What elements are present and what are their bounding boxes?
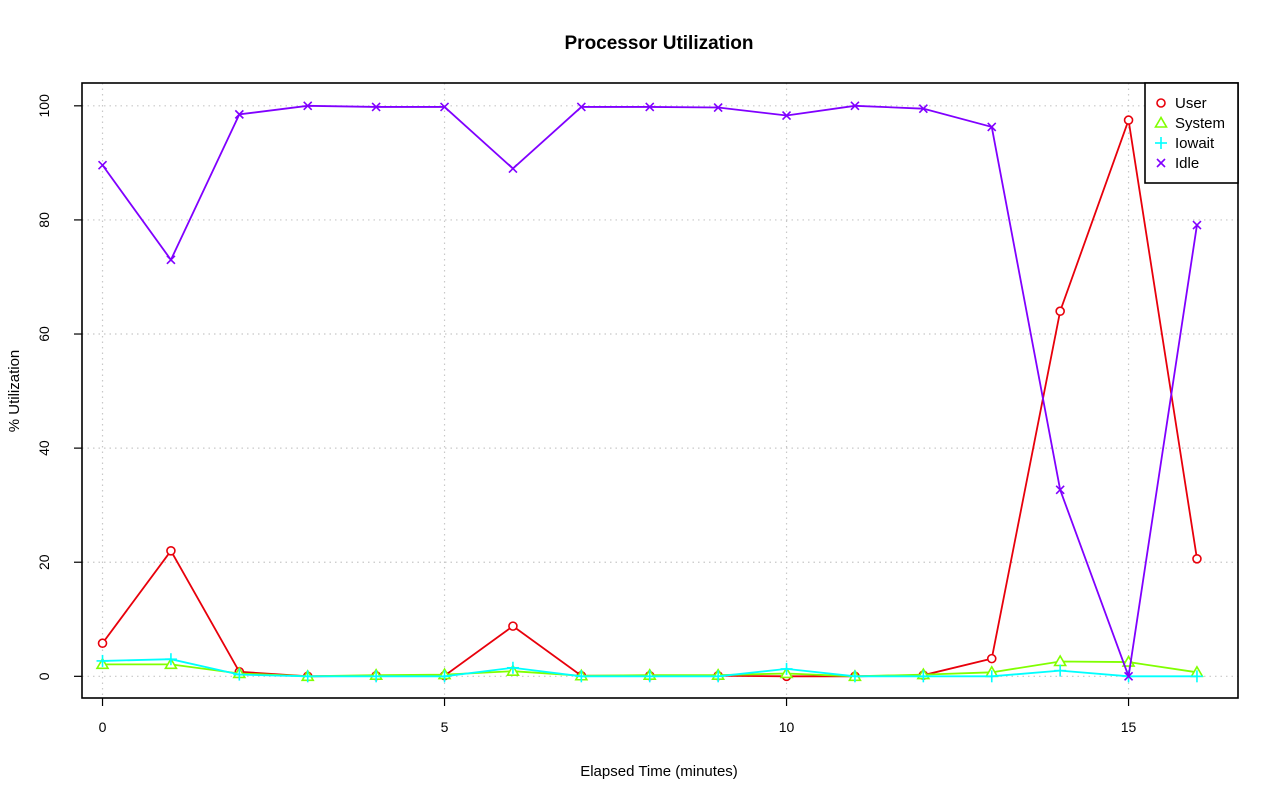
series-idle-point [987,122,997,132]
series-iowait-point [780,662,793,675]
series-idle [97,101,1202,681]
series-iowait-point [712,670,725,683]
chart-title: Processor Utilization [565,33,754,54]
series-iowait-point [917,670,930,683]
series-iowait-point [1054,664,1067,677]
series-idle-point [439,102,450,112]
y-axis-label: % Utilization [6,350,23,433]
plot-frame [81,82,1239,699]
series-user-point [1192,553,1202,564]
series-idle-point [850,101,860,111]
series-user-point [1123,115,1134,125]
series-user-point [986,653,997,664]
axis-ticks: 0 5 10 15 0 20 40 60 80 100 [36,94,1137,735]
series-iowait-point [438,670,451,683]
series-idle-point [1055,485,1065,495]
series-idle-point [371,102,381,112]
series-idle-point [303,101,313,111]
series-idle-point [166,255,176,265]
legend-label: Idle [1175,155,1199,172]
x-tick-label: 10 [779,719,795,735]
y-tick-label: 20 [36,554,52,570]
legend-marker [1156,158,1166,168]
series-idle-point [1123,671,1134,681]
grid-lines [82,83,1238,698]
legend: User System Iowait Idle [1144,82,1239,184]
legend-item: Idle [1156,155,1199,172]
legend-label: System [1175,115,1225,132]
series-iowait-point [643,670,656,683]
legend-label: User [1175,95,1207,112]
data-series [95,101,1204,683]
series-iowait-point [506,661,519,674]
series-iowait-point [1190,670,1203,683]
x-tick-label: 5 [441,719,449,735]
legend-marker [1155,137,1167,149]
series-idle-point [97,160,108,170]
series-idle-point [1192,220,1202,230]
series-idle-point [234,109,244,119]
series-iowait-point [370,670,383,683]
series-user-point [166,546,176,556]
legend-item: Iowait [1155,135,1215,152]
series-idle-point [713,102,723,113]
legend-marker [1156,98,1166,108]
series-iowait-point [575,670,588,683]
y-tick-label: 0 [36,672,52,680]
series-iowait-point [985,670,998,683]
series-iowait-point [301,670,314,683]
series-user-point [1055,306,1065,317]
series-idle-point [508,164,518,174]
y-tick-label: 100 [36,94,52,118]
legend-item: System [1154,115,1225,132]
x-axis-label: Elapsed Time (minutes) [580,763,738,780]
y-tick-label: 80 [36,212,52,228]
series-idle-point [918,104,928,114]
series-idle-point [576,102,586,112]
series-idle-point [781,110,792,121]
series-iowait-point [96,654,109,667]
legend-marker [1154,115,1168,128]
x-tick-label: 0 [99,719,107,735]
series-iowait-point [848,670,861,683]
legend-label: Iowait [1175,135,1215,152]
series-iowait-point [164,653,177,666]
series-user-point [508,621,518,631]
series-idle-point [645,102,655,112]
legend-item: User [1156,95,1207,112]
series-iowait-point [233,668,246,681]
y-tick-label: 40 [36,440,52,456]
series-user-point [97,638,108,649]
x-tick-label: 15 [1121,719,1137,735]
y-tick-label: 60 [36,326,52,342]
